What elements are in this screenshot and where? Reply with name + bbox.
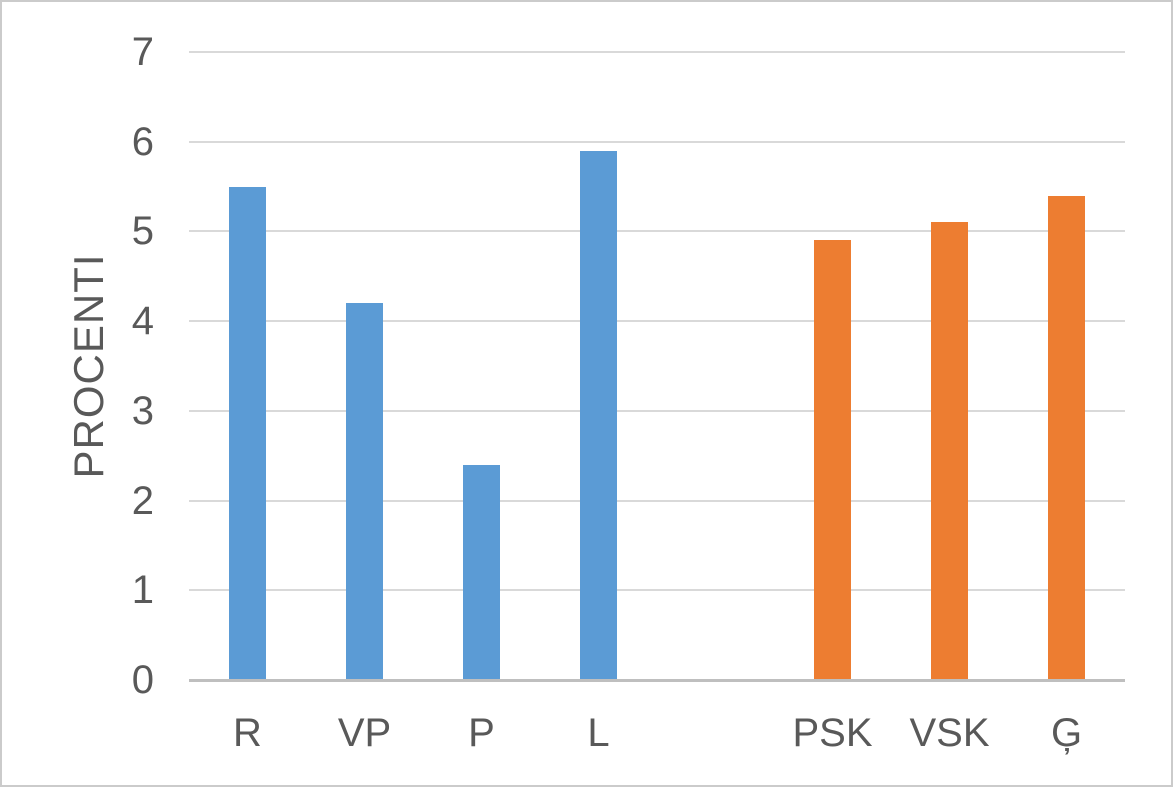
bar-P (463, 464, 500, 680)
y-tick-label-1: 1 (131, 568, 154, 613)
x-tick-label-R: R (233, 711, 262, 755)
x-axis: R VP P L PSK VSK Ģ (189, 680, 1125, 770)
bar-PSK (814, 240, 851, 680)
bar-Ģ (1048, 195, 1085, 680)
y-tick-label-6: 6 (131, 119, 154, 164)
gridline-2 (189, 499, 1125, 502)
x-tick-label-PSK: PSK (792, 711, 873, 755)
x-tick-label-VP: VP (337, 711, 392, 755)
x-tick-label-L: L (587, 711, 610, 755)
gridline-3 (189, 409, 1125, 412)
y-tick-label-3: 3 (131, 388, 154, 433)
plot-area (189, 51, 1125, 682)
gridline-7 (189, 51, 1125, 53)
x-axis-line (189, 678, 1125, 682)
x-tick-label-P: P (468, 711, 495, 755)
y-tick-label-2: 2 (131, 478, 154, 523)
y-tick-label-4: 4 (131, 299, 154, 344)
x-tick-label-Ģ: Ģ (1050, 711, 1083, 755)
gridline-4 (189, 320, 1125, 323)
y-tick-label-7: 7 (131, 30, 154, 74)
bar-L (580, 150, 617, 680)
bar-R (229, 186, 266, 680)
y-tick-label-0: 0 (131, 658, 154, 702)
bar-VP (346, 303, 383, 680)
x-tick-label-VSK: VSK (909, 711, 990, 755)
bar-VSK (931, 222, 968, 680)
y-tick-label-5: 5 (131, 209, 154, 254)
gridline-1 (189, 589, 1125, 592)
gridline-6 (189, 140, 1125, 143)
gridline-5 (189, 230, 1125, 233)
y-axis: 0 1 2 3 4 5 6 7 (2, 30, 154, 702)
